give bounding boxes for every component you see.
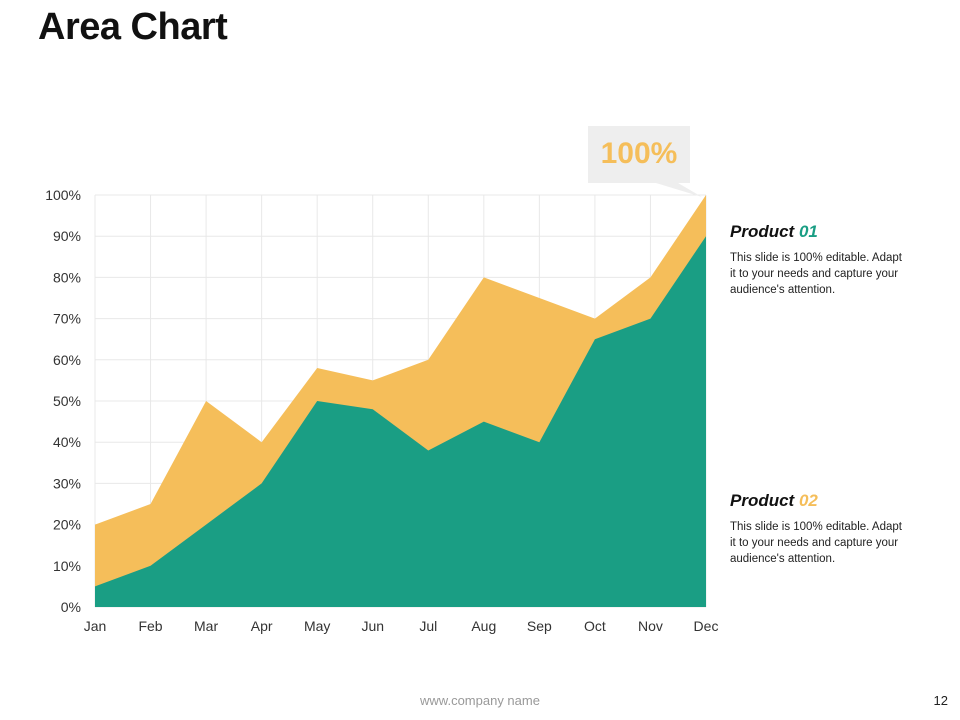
y-tick-label: 0%	[61, 599, 81, 615]
x-tick-label: Jun	[361, 618, 384, 634]
x-tick-label: Apr	[251, 618, 273, 634]
x-tick-label: Nov	[638, 618, 663, 634]
x-tick-label: Dec	[694, 618, 719, 634]
callout-label: 100%	[601, 137, 678, 170]
legend-prefix: Product	[730, 491, 795, 510]
x-tick-label: Sep	[527, 618, 552, 634]
legend-product-02: Product 02 This slide is 100% editable. …	[730, 491, 905, 567]
y-tick-label: 50%	[53, 393, 81, 409]
legend-heading-product-01: Product 01	[730, 222, 905, 242]
y-tick-label: 30%	[53, 475, 81, 491]
x-tick-label: May	[304, 618, 330, 634]
legend-description: This slide is 100% editable. Adapt it to…	[730, 521, 902, 565]
y-tick-label: 40%	[53, 434, 81, 450]
area-product-01	[95, 236, 706, 607]
y-tick-label: 60%	[53, 352, 81, 368]
legend-heading-product-02: Product 02	[730, 491, 905, 511]
legend-product-01: Product 01 This slide is 100% editable. …	[730, 222, 905, 298]
callout-pointer	[656, 183, 702, 197]
x-tick-label: Jul	[419, 618, 437, 634]
x-tick-label: Mar	[194, 618, 218, 634]
chart-areas	[95, 195, 706, 607]
legend-prefix: Product	[730, 222, 795, 241]
y-tick-label: 90%	[53, 228, 81, 244]
x-tick-label: Aug	[471, 618, 496, 634]
legend-description: This slide is 100% editable. Adapt it to…	[730, 252, 902, 296]
x-tick-label: Feb	[138, 618, 162, 634]
y-tick-label: 70%	[53, 311, 81, 327]
legend-number: 02	[798, 491, 818, 510]
y-tick-label: 100%	[45, 187, 81, 203]
y-tick-label: 80%	[53, 269, 81, 285]
callout-bubble	[588, 126, 690, 183]
chart-axis-labels: 0% 10% 20% 30% 40% 50% 60% 70% 80% 90% 100% Jan Feb M…	[45, 187, 718, 634]
chart-callout: 100%	[588, 126, 702, 197]
slide-title: Area Chart	[38, 6, 228, 48]
x-tick-label: Jan	[84, 618, 107, 634]
x-tick-label: Oct	[584, 618, 606, 634]
y-tick-label: 10%	[53, 558, 81, 574]
legend-number: 01	[798, 222, 818, 241]
y-tick-label: 20%	[53, 517, 81, 533]
page-number: 12	[933, 693, 948, 708]
footer-website: www.company name	[420, 693, 540, 708]
